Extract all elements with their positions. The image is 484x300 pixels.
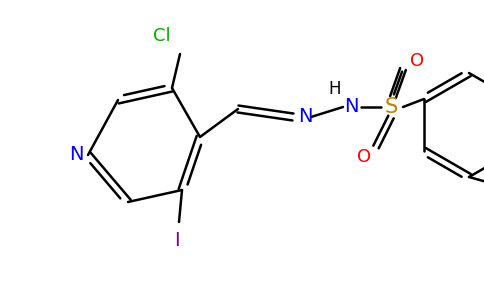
Text: O: O — [357, 148, 371, 166]
Text: H: H — [329, 80, 341, 98]
Text: Cl: Cl — [153, 27, 171, 45]
Text: S: S — [384, 97, 398, 117]
Text: N: N — [69, 146, 83, 164]
Text: N: N — [298, 107, 312, 127]
Text: I: I — [174, 230, 180, 250]
Text: O: O — [410, 52, 424, 70]
Text: N: N — [344, 98, 358, 116]
